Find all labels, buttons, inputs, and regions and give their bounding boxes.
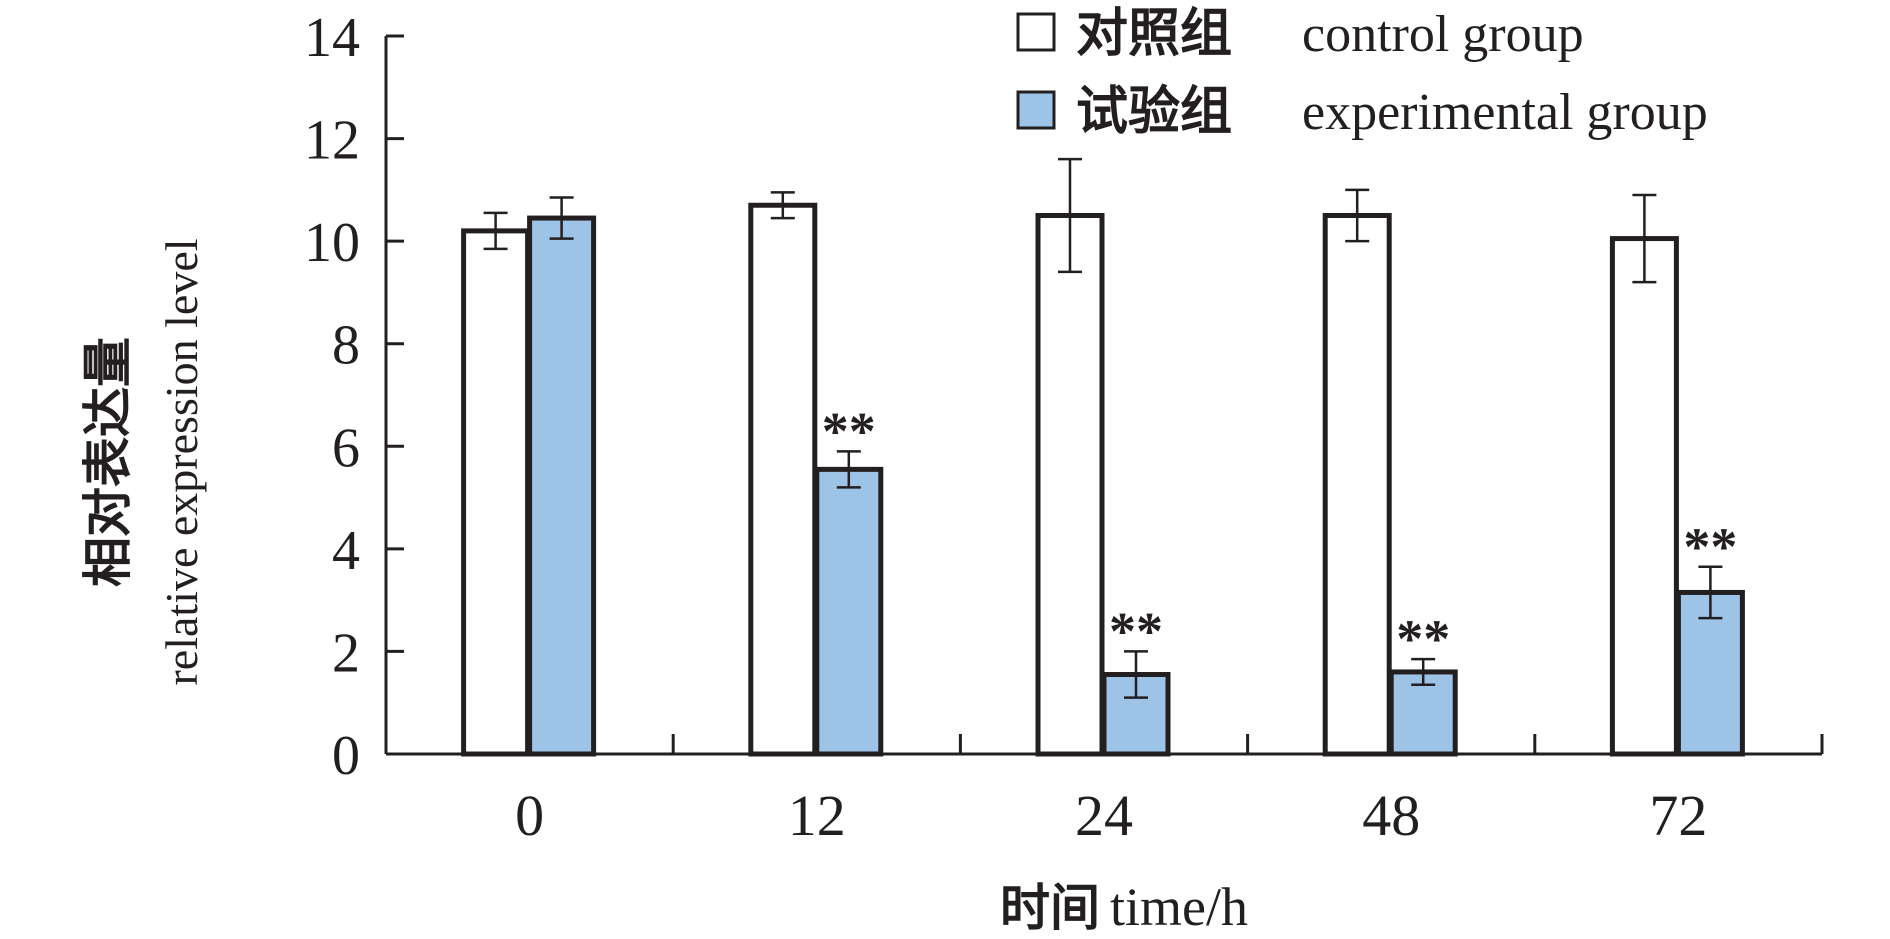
- legend-label-control-en: control group: [1302, 6, 1584, 63]
- y-tick-label: 2: [332, 622, 360, 684]
- legend: 对照组 control group 试验组 experimental group: [1016, 4, 1708, 142]
- legend-label-control-cn: 对照组: [1076, 4, 1232, 64]
- x-tick-label: 0: [515, 783, 544, 848]
- bar-control: [461, 228, 531, 757]
- y-tick-label: 10: [304, 212, 360, 274]
- x-axis-title-en: time/h: [1110, 877, 1248, 937]
- y-tick-label: 14: [304, 7, 360, 69]
- y-tick-label: 6: [332, 417, 360, 479]
- bar-control: [1035, 213, 1105, 757]
- legend-label-experimental-en: experimental group: [1302, 84, 1708, 141]
- y-tick-label: 0: [332, 725, 360, 787]
- x-tick-label: 48: [1362, 783, 1420, 848]
- y-tick-label: 4: [332, 520, 360, 582]
- x-tick-label: 12: [788, 783, 846, 848]
- significance-label: **: [1396, 609, 1450, 669]
- bar-experimental: [527, 215, 597, 757]
- x-tick-label: 72: [1649, 783, 1707, 848]
- significance-label: **: [1683, 517, 1737, 577]
- y-axis-title: 相对表达量 relative expression level: [79, 238, 207, 685]
- legend-swatch-control: [1016, 12, 1056, 52]
- x-axis-title-cn: 时间: [1000, 879, 1100, 937]
- legend-label-experimental-cn: 试验组: [1076, 82, 1232, 142]
- bar-control: [1322, 213, 1392, 757]
- y-axis-title-en: relative expression level: [156, 238, 207, 685]
- y-axis-title-cn: 相对表达量: [79, 337, 137, 587]
- legend-swatch-experimental: [1016, 90, 1056, 130]
- bar-control: [1609, 236, 1679, 757]
- significance-label: **: [822, 401, 876, 461]
- y-tick-label: 8: [332, 315, 360, 377]
- bar-experimental: [814, 466, 884, 757]
- x-tick-label: 24: [1075, 783, 1133, 848]
- significance-label: **: [1109, 601, 1163, 661]
- bar-experimental: [1675, 589, 1745, 757]
- bar-layer: ** ** ** **: [461, 157, 1745, 757]
- bar-control: [748, 202, 818, 757]
- y-tick-label: 12: [304, 110, 360, 172]
